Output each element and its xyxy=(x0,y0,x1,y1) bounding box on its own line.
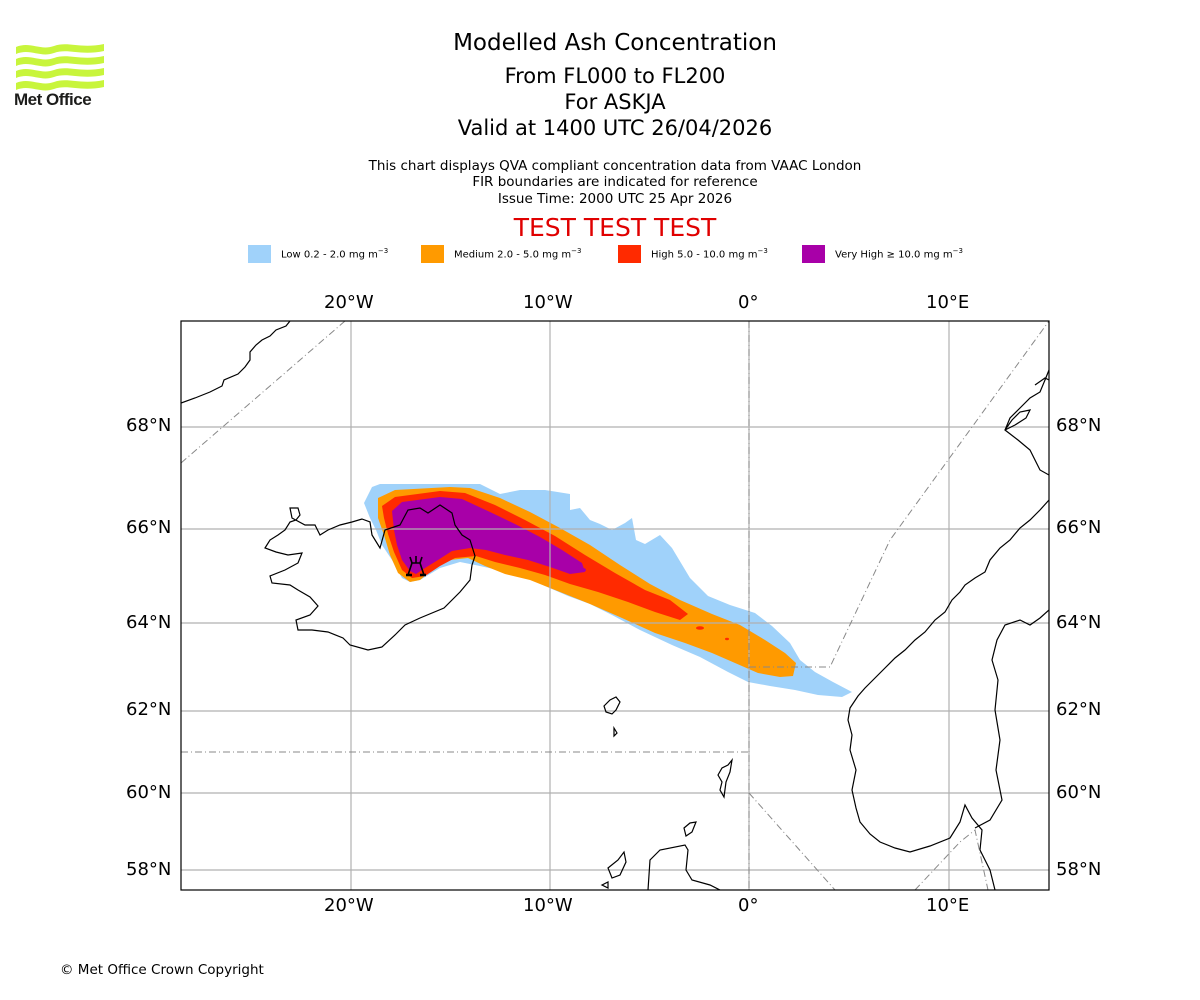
lon-tick-bottom: 0° xyxy=(738,895,759,916)
lat-tick-right: 68°N xyxy=(1056,415,1102,436)
lat-tick-left: 64°N xyxy=(126,612,172,633)
legend-item-medium: Medium 2.0 - 5.0 mg m−3 xyxy=(421,244,581,264)
coastline-sweden-norway-border xyxy=(974,609,1049,829)
lon-tick-bottom: 10°E xyxy=(926,895,970,916)
test-banner: TEST TEST TEST xyxy=(513,213,717,242)
coastline-orkney xyxy=(683,821,697,837)
flight-levels: From FL000 to FL200 xyxy=(504,64,726,88)
lat-tick-left: 62°N xyxy=(126,699,172,720)
lon-tick-top: 10°W xyxy=(523,292,573,313)
valid-time: Valid at 1400 UTC 26/04/2026 xyxy=(457,116,773,140)
ash-spot-high xyxy=(696,626,704,630)
lat-tick-left: 60°N xyxy=(126,782,172,803)
subtitle-fir: FIR boundaries are indicated for referen… xyxy=(472,174,758,190)
lat-tick-left: 68°N xyxy=(126,415,172,436)
chart-title: Modelled Ash Concentration xyxy=(453,30,777,56)
legend-swatch-high xyxy=(618,245,641,263)
legend-item-low: Low 0.2 - 2.0 mg m−3 xyxy=(248,244,388,264)
fir-boundary xyxy=(181,321,346,464)
volcano-name: For ASKJA xyxy=(564,90,666,114)
coastline-faroe xyxy=(603,696,621,738)
lon-tick-bottom: 10°W xyxy=(523,895,573,916)
subtitle-compliance: This chart displays QVA compliant concen… xyxy=(368,158,862,174)
coastline-lofoten xyxy=(1004,377,1049,431)
coastline-shetland xyxy=(717,757,733,799)
coastline-iceland xyxy=(264,504,476,651)
coastline-hebrides xyxy=(600,850,627,889)
coastline-norway xyxy=(847,369,1049,890)
coastline-scotland xyxy=(647,844,721,890)
legend-label-medium: Medium 2.0 - 5.0 mg m xyxy=(454,249,572,261)
legend-label-very-high: Very High ≥ 10.0 mg m xyxy=(835,249,953,261)
lat-tick-right: 64°N xyxy=(1056,612,1102,633)
volcano-icon xyxy=(406,556,426,577)
lat-tick-left: 66°N xyxy=(126,517,172,538)
ash-spot-very-high xyxy=(580,568,586,572)
fir-boundary xyxy=(914,829,989,890)
legend-label-low: Low 0.2 - 2.0 mg m xyxy=(281,249,378,261)
fir-boundary xyxy=(748,792,836,890)
legend-swatch-medium xyxy=(421,245,444,263)
lat-tick-right: 66°N xyxy=(1056,517,1102,538)
lat-tick-left: 58°N xyxy=(126,859,172,880)
issue-time: Issue Time: 2000 UTC 25 Apr 2026 xyxy=(497,191,733,207)
lat-tick-right: 62°N xyxy=(1056,699,1102,720)
met-office-logo-text: Met Office xyxy=(14,90,92,109)
legend-swatch-low xyxy=(248,245,271,263)
lon-tick-top: 10°E xyxy=(926,292,970,313)
legend-item-very-high: Very High ≥ 10.0 mg m−3 xyxy=(802,244,963,264)
map-frame xyxy=(180,320,1050,891)
lon-tick-top: 20°W xyxy=(324,292,374,313)
lat-tick-right: 58°N xyxy=(1056,859,1102,880)
met-office-waves-icon xyxy=(16,44,104,91)
ash-region-very-high xyxy=(392,497,585,574)
lon-tick-top: 0° xyxy=(738,292,759,313)
lon-tick-bottom: 20°W xyxy=(324,895,374,916)
lat-tick-right: 60°N xyxy=(1056,782,1102,803)
coastline-greenland xyxy=(181,321,291,404)
legend-label-high: High 5.0 - 10.0 mg m xyxy=(651,249,758,261)
fir-boundaries xyxy=(181,321,1049,890)
ash-spot-high xyxy=(725,637,729,641)
legend-item-high: High 5.0 - 10.0 mg m−3 xyxy=(618,244,768,264)
legend-swatch-very-high xyxy=(802,245,825,263)
graticule xyxy=(181,321,1049,890)
coastlines xyxy=(181,321,1049,890)
copyright: © Met Office Crown Copyright xyxy=(60,962,264,978)
fir-boundary xyxy=(749,321,1049,668)
